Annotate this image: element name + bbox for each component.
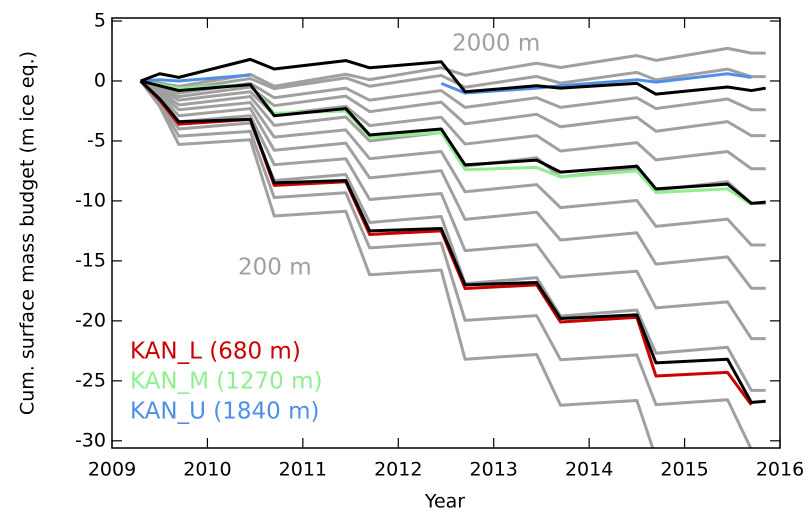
series-line (139, 79, 766, 341)
series-line (140, 79, 753, 206)
x-tick-label: 2013 (470, 459, 518, 481)
annotation: 200 m (238, 255, 312, 281)
series-line (140, 57, 766, 96)
series-line (140, 79, 766, 171)
y-tick-label: -20 (75, 309, 106, 331)
legend-entry: KAN_U (1840 m) (130, 399, 319, 425)
legend-entry: KAN_M (1270 m) (130, 369, 322, 395)
x-tick-label: 2012 (374, 459, 422, 481)
y-tick-label: 5 (94, 9, 106, 31)
plot-lines (139, 46, 766, 448)
x-tick-label: 2014 (565, 459, 613, 481)
y-axis-label: Cum. surface mass budget (m ice eq.) (17, 51, 39, 415)
series-line (139, 79, 766, 392)
y-tick-label: -10 (75, 189, 106, 211)
x-tick-label: 2011 (279, 459, 327, 481)
y-tick-label: -5 (87, 129, 106, 151)
x-tick-label: 2010 (183, 459, 231, 481)
series-line (140, 67, 766, 91)
series-line (139, 79, 766, 448)
legend-entry: KAN_L (680 m) (130, 339, 301, 365)
annotation: 2000 m (452, 31, 540, 57)
plot-frame (111, 17, 781, 449)
series-line (139, 79, 766, 290)
y-tick-label: -15 (75, 249, 106, 271)
x-tick-label: 2015 (660, 459, 708, 481)
series-line (139, 80, 655, 448)
x-tick-label: 2009 (88, 459, 136, 481)
series-line (140, 79, 766, 138)
y-tick-label: -25 (75, 369, 106, 391)
series-line (139, 79, 766, 247)
y-tick-label: 0 (94, 69, 106, 91)
series-line (139, 79, 766, 404)
x-tick-label: 2016 (756, 459, 804, 481)
y-tick-label: -30 (75, 429, 106, 451)
x-axis-label: Year (424, 491, 465, 513)
series-line (140, 79, 766, 205)
series-line (140, 46, 766, 88)
